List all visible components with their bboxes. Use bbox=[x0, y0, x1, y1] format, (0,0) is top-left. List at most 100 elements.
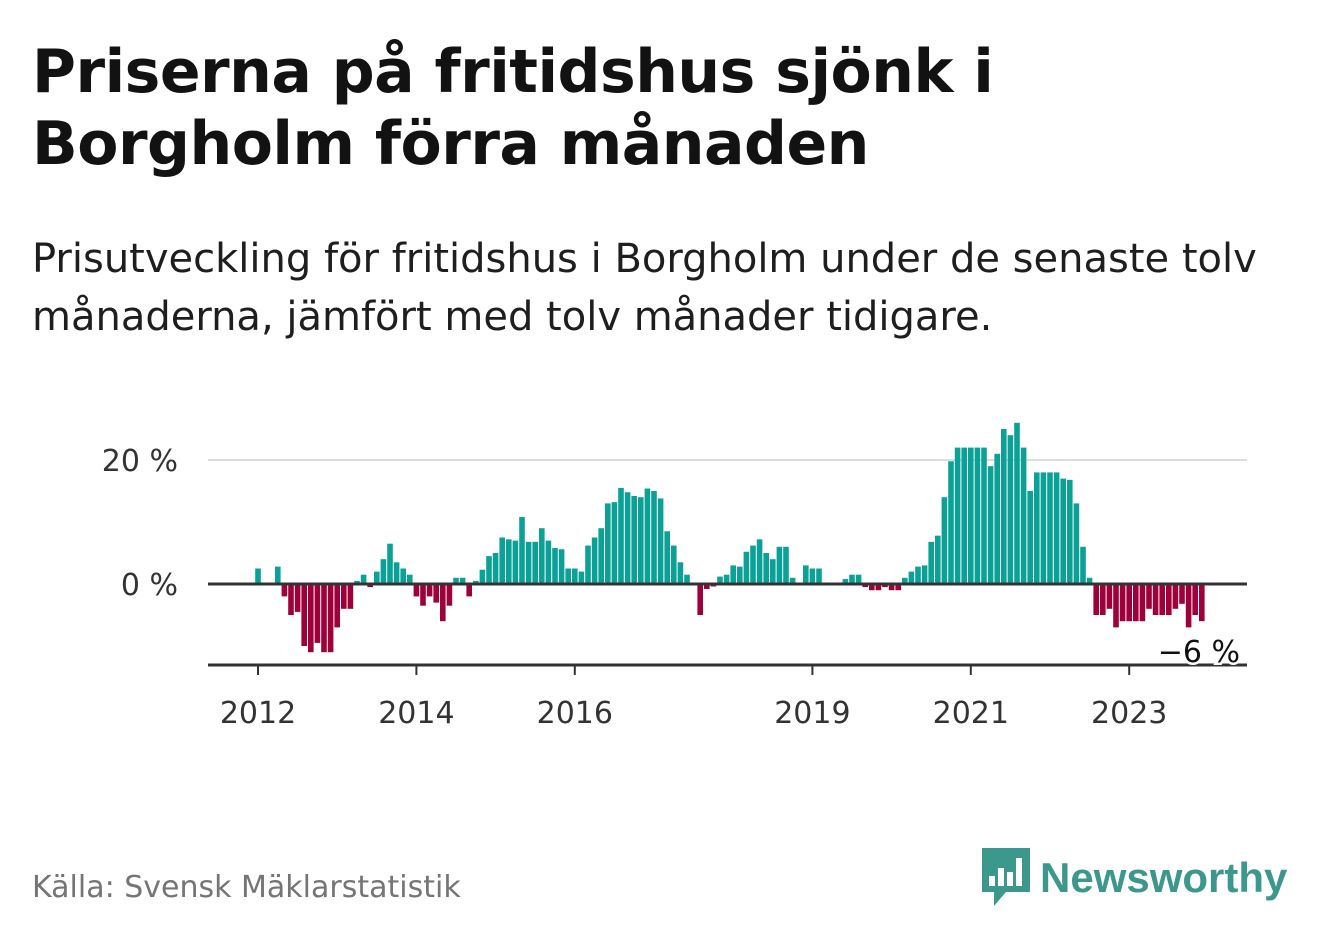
bar bbox=[770, 559, 776, 584]
bar bbox=[1166, 584, 1172, 615]
bar bbox=[671, 545, 677, 584]
bar-chart: 0 % 20 % 2012 2014 2016 2019 2021 2023 −6 % bbox=[102, 422, 1247, 731]
bar bbox=[915, 566, 921, 584]
bar bbox=[684, 574, 690, 584]
bar bbox=[1139, 584, 1146, 622]
bar bbox=[657, 498, 664, 584]
bar bbox=[882, 584, 888, 588]
bar bbox=[1100, 584, 1106, 615]
bar bbox=[512, 540, 519, 584]
bar bbox=[1040, 472, 1047, 584]
bar bbox=[1119, 584, 1126, 622]
bar bbox=[1001, 429, 1007, 584]
bar bbox=[783, 546, 789, 584]
bar bbox=[327, 584, 334, 653]
bar bbox=[624, 492, 631, 584]
bar bbox=[717, 576, 723, 584]
newsworthy-brand[interactable]: Newsworthy bbox=[982, 848, 1287, 908]
bar bbox=[994, 453, 1000, 584]
bar bbox=[314, 584, 321, 643]
bar bbox=[374, 571, 380, 584]
bar bbox=[750, 545, 756, 584]
chart-title: Priserna på fritidshus sjönk i Borgholm … bbox=[32, 37, 994, 179]
bar bbox=[855, 574, 862, 584]
bar bbox=[1199, 584, 1205, 622]
bar bbox=[789, 577, 796, 584]
bar bbox=[334, 584, 340, 628]
bar bbox=[888, 584, 895, 591]
bar bbox=[677, 562, 684, 584]
bar bbox=[413, 584, 420, 597]
bar bbox=[360, 574, 367, 584]
bar bbox=[1126, 584, 1132, 622]
bar bbox=[809, 568, 816, 584]
bar bbox=[756, 539, 763, 584]
source-note: Källa: Svensk Mäklarstatistik bbox=[32, 870, 461, 905]
y-tick-label: 20 % bbox=[102, 444, 178, 479]
x-tick-label: 2019 bbox=[774, 696, 850, 731]
bar bbox=[803, 565, 809, 584]
bar bbox=[1014, 422, 1020, 584]
bar bbox=[1007, 435, 1014, 584]
brand-name: Newsworthy bbox=[1040, 854, 1288, 901]
bar bbox=[281, 584, 288, 597]
bar bbox=[1159, 584, 1165, 615]
bar bbox=[1047, 472, 1053, 584]
bar bbox=[459, 577, 466, 584]
bar bbox=[1113, 584, 1119, 628]
bar bbox=[1093, 584, 1099, 615]
bar bbox=[321, 584, 327, 653]
bar bbox=[776, 546, 783, 584]
bar bbox=[948, 461, 954, 584]
bar bbox=[618, 487, 624, 584]
bar bbox=[479, 569, 486, 584]
bar bbox=[288, 584, 294, 615]
bar bbox=[704, 584, 710, 589]
chart-subtitle: Prisutveckling för fritidshus i Borgholm… bbox=[32, 236, 1257, 340]
bar bbox=[486, 556, 492, 584]
bar bbox=[954, 447, 961, 584]
bar bbox=[301, 584, 307, 646]
x-tick-label: 2012 bbox=[220, 696, 296, 731]
bar bbox=[908, 571, 915, 584]
bar bbox=[730, 565, 736, 584]
bars bbox=[255, 422, 1205, 653]
bar bbox=[519, 517, 525, 584]
bar bbox=[1067, 479, 1073, 584]
bar bbox=[545, 540, 552, 584]
bar bbox=[420, 584, 426, 606]
bar bbox=[1152, 584, 1159, 615]
bar bbox=[433, 584, 439, 603]
bar bbox=[1172, 584, 1179, 609]
bar bbox=[466, 584, 472, 597]
bar bbox=[1106, 584, 1113, 609]
newsworthy-logo-icon bbox=[982, 848, 1030, 906]
bar bbox=[585, 545, 591, 584]
bar bbox=[697, 584, 703, 615]
bar bbox=[380, 559, 387, 584]
bar bbox=[308, 584, 314, 653]
bar bbox=[928, 541, 934, 584]
bar bbox=[275, 566, 281, 584]
x-tick-label: 2023 bbox=[1091, 696, 1167, 731]
bar bbox=[354, 580, 360, 584]
bar bbox=[842, 579, 849, 584]
bar bbox=[532, 541, 538, 584]
bar bbox=[631, 495, 637, 584]
bar bbox=[558, 549, 565, 584]
bar bbox=[1053, 472, 1060, 584]
bar bbox=[1027, 491, 1033, 584]
bar bbox=[1086, 577, 1093, 584]
bar bbox=[1080, 546, 1086, 584]
bar bbox=[974, 447, 981, 584]
bar bbox=[525, 541, 532, 584]
bar bbox=[743, 551, 750, 584]
bar bbox=[539, 528, 545, 584]
bar bbox=[367, 584, 373, 588]
bar bbox=[572, 568, 578, 584]
bar bbox=[862, 584, 868, 588]
bar bbox=[737, 566, 743, 584]
bar bbox=[611, 502, 618, 584]
bar bbox=[387, 543, 393, 584]
bar bbox=[440, 584, 446, 622]
